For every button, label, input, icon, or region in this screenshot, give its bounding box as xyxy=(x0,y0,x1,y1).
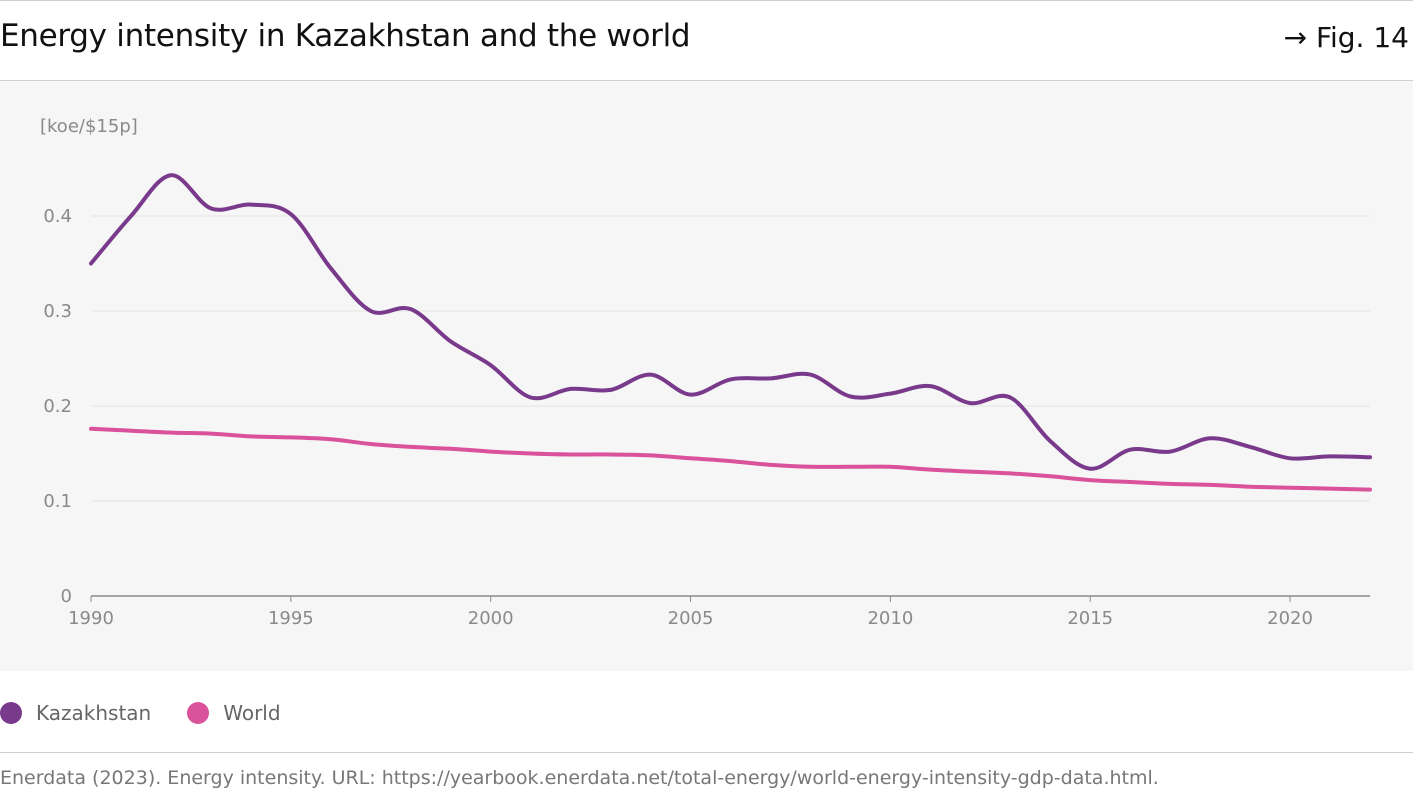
x-tick-label: 2000 xyxy=(468,608,514,629)
y-tick-label: 0.1 xyxy=(43,491,72,512)
series-line-world[interactable] xyxy=(89,426,1372,492)
gridlines xyxy=(91,215,1370,502)
legend-label-world: World xyxy=(223,701,281,725)
x-tick-label: 2015 xyxy=(1067,608,1113,629)
x-tick-label: 1995 xyxy=(268,608,314,629)
figure-link[interactable]: → Fig. 14 xyxy=(1283,21,1409,54)
series-line-kazakhstan[interactable] xyxy=(89,173,1372,471)
legend-item-world[interactable]: World xyxy=(187,701,281,725)
legend: Kazakhstan World xyxy=(0,698,317,728)
footer-divider xyxy=(0,752,1413,753)
series-lines xyxy=(89,173,1372,492)
y-axis-ticks: 0 0.1 0.2 0.3 0.4 xyxy=(43,206,72,607)
chart-title: Energy intensity in Kazakhstan and the w… xyxy=(0,18,691,54)
legend-item-kazakhstan[interactable]: Kazakhstan xyxy=(0,701,151,725)
header-divider xyxy=(0,80,1413,81)
plot-area xyxy=(0,81,1413,671)
x-tick-label: 1990 xyxy=(68,608,114,629)
x-axis-ticks: 1990 1995 2000 2005 2010 2015 2020 xyxy=(68,596,1313,629)
source-note: Enerdata (2023). Energy intensity. URL: … xyxy=(0,767,1159,789)
x-tick-label: 2010 xyxy=(867,608,913,629)
x-tick-label: 2005 xyxy=(668,608,714,629)
y-tick-label: 0.2 xyxy=(43,396,72,417)
y-tick-label: 0.4 xyxy=(43,206,72,227)
legend-label-kazakhstan: Kazakhstan xyxy=(36,701,152,725)
y-tick-label: 0 xyxy=(61,586,72,607)
legend-swatch-world xyxy=(187,702,210,724)
legend-swatch-kazakhstan xyxy=(0,702,22,724)
x-tick-label: 2020 xyxy=(1267,608,1313,629)
y-tick-label: 0.3 xyxy=(43,301,72,322)
y-axis-label: [koe/$15p] xyxy=(40,116,138,137)
top-border xyxy=(0,0,1413,1)
